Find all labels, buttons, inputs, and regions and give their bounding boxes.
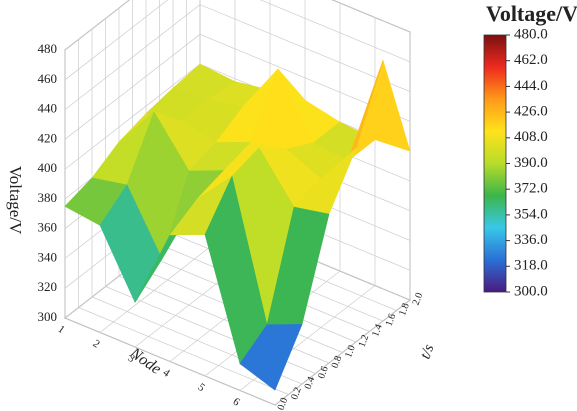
z-tick-label: 300 (38, 309, 58, 324)
colorbar-tick-label: 372.0 (514, 181, 548, 197)
colorbar-tick-label: 444.0 (514, 78, 548, 94)
colorbar-tick-label: 480.0 (514, 26, 548, 42)
x-tick-label: 5 (196, 381, 208, 394)
colorbar (483, 34, 507, 293)
x-tick-label: 4 (161, 367, 173, 380)
colorbar-tick-label: 354.0 (514, 206, 548, 222)
z-tick-label: 320 (38, 279, 58, 294)
x-tick-label: 1 (56, 323, 67, 336)
colorbar-tick-label: 462.0 (514, 52, 548, 68)
y-tick-label: 0.8 (330, 354, 345, 370)
y-tick-label: 1.0 (343, 344, 358, 360)
z-tick-label: 480 (38, 41, 58, 56)
y-grid-line (64, 50, 276, 406)
z-tick-label: 340 (38, 249, 58, 264)
colorbar-tick-label: 390.0 (514, 155, 548, 171)
y-tick-label: 0.4 (303, 375, 318, 391)
colorbar-tick-label: 318.0 (514, 258, 548, 274)
y-grid-line (91, 29, 303, 385)
y-tick-label: 1.6 (384, 312, 399, 328)
colorbar-tick-label: 336.0 (514, 232, 548, 248)
surface-cell (239, 324, 303, 391)
colorbar-title: Voltage/V (486, 1, 577, 26)
x-tick-label: 3 (126, 352, 138, 365)
y-axis-label: t/s (418, 342, 438, 361)
colorbar-tick-label: 408.0 (514, 129, 548, 145)
z-tick-label: 420 (38, 130, 58, 145)
y-tick-label: 2.0 (411, 291, 426, 307)
colorbar-tick-label: 426.0 (514, 104, 548, 120)
y-tick-label: 1.2 (357, 333, 372, 349)
y-tick-label: 0.0 (276, 396, 291, 411)
y-tick-label: 1.8 (397, 302, 412, 318)
colorbar-tick-label: 300.0 (514, 283, 548, 299)
y-tick-label: 0.2 (289, 386, 304, 402)
z-tick-label: 460 (38, 71, 58, 86)
z-axis-label: Voltage/V (6, 166, 25, 235)
x-tick-label: 2 (91, 338, 102, 351)
z-tick-label: 380 (38, 190, 58, 205)
z-tick-label: 360 (38, 220, 58, 235)
z-tick-label: 400 (38, 160, 58, 175)
z-tick-label: 440 (38, 101, 58, 116)
y-tick-label: 0.6 (316, 365, 331, 381)
y-tick-label: 1.4 (370, 323, 385, 339)
x-tick-label: 6 (231, 396, 243, 409)
y-grid-line (78, 39, 289, 395)
